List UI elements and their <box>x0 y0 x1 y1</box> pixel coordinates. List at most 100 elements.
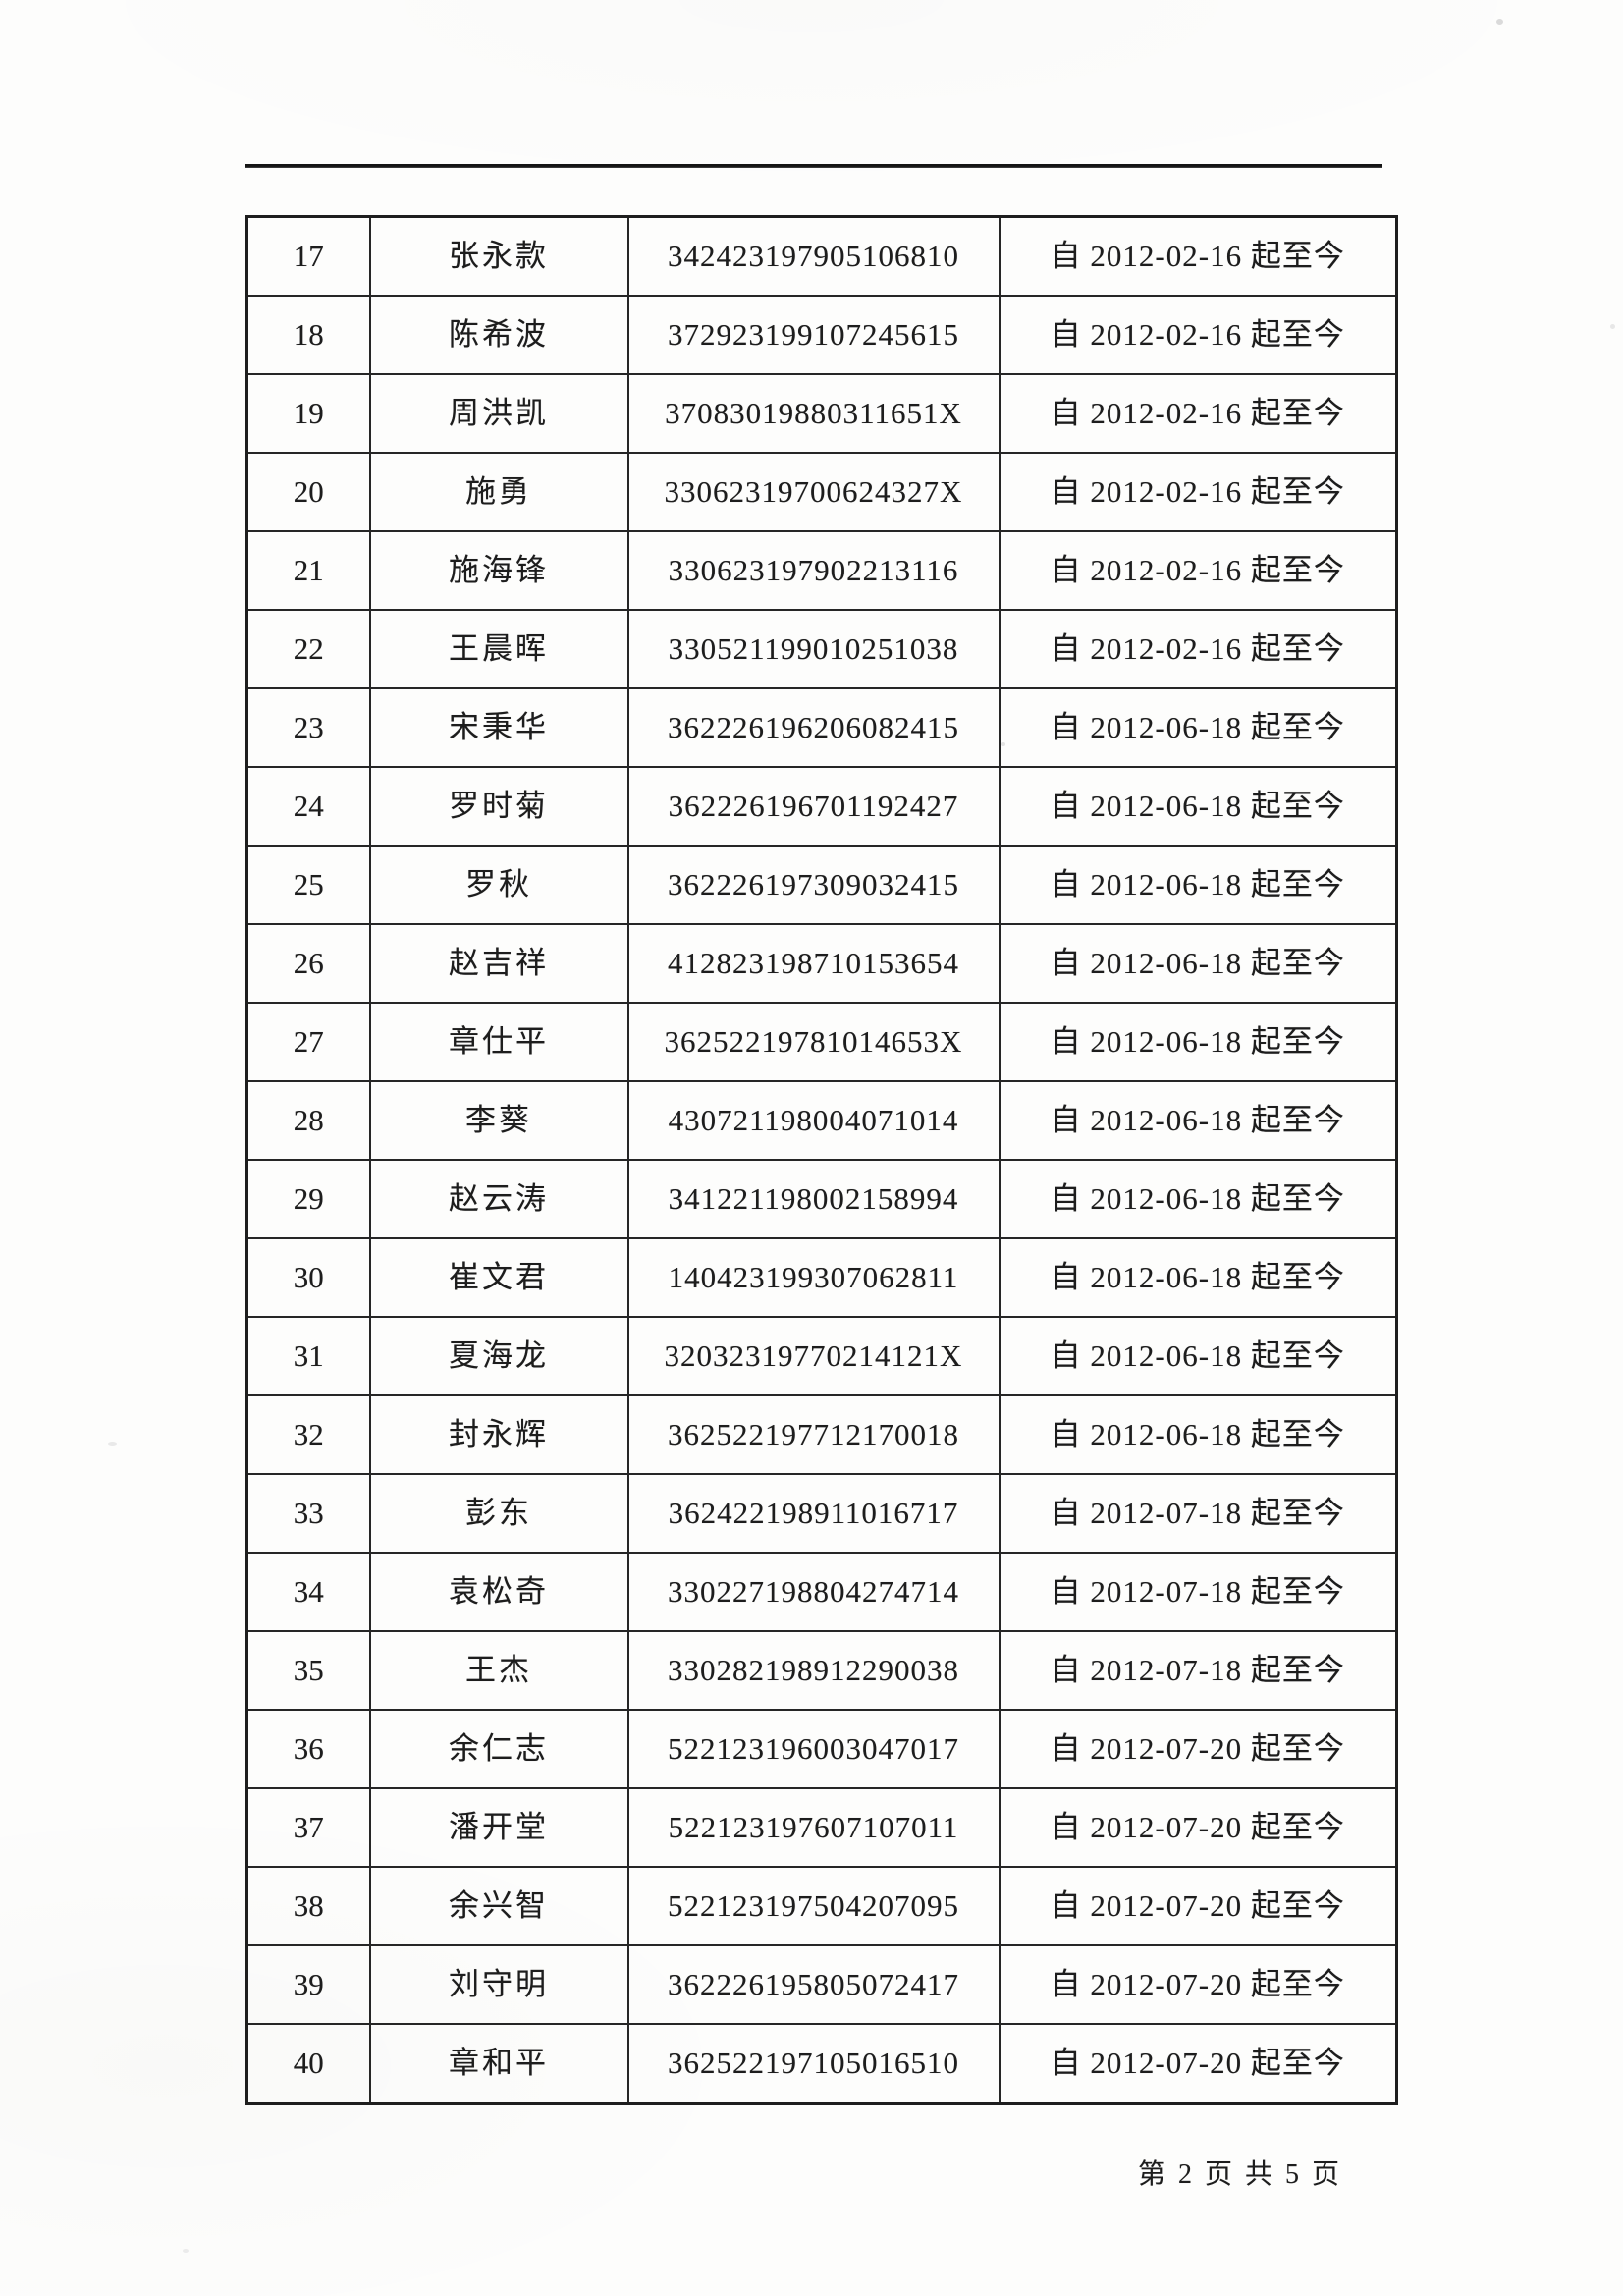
id-number-cell: 362226195805072417 <box>626 1944 1001 2025</box>
validity-period-cell: 自 2012-02-16 起至今 <box>998 530 1398 611</box>
id-number-cell: 522123197504207095 <box>626 1866 1001 1946</box>
person-name-cell: 潘开堂 <box>368 1787 629 1868</box>
person-name-cell: 赵吉祥 <box>368 923 629 1004</box>
table-row: 18 陈希波 372923199107245615 自 2012-02-16 起… <box>245 295 1398 375</box>
table-row: 26 赵吉祥 412823198710153654 自 2012-06-18 起… <box>245 923 1398 1004</box>
id-number-cell: 372923199107245615 <box>626 295 1001 375</box>
row-number-cell: 27 <box>245 1002 371 1082</box>
table-row: 36 余仁志 522123196003047017 自 2012-07-20 起… <box>245 1709 1398 1789</box>
table-row: 35 王杰 330282198912290038 自 2012-07-18 起至… <box>245 1630 1398 1711</box>
table-row: 22 王晨晖 330521199010251038 自 2012-02-16 起… <box>245 609 1398 689</box>
row-number-cell: 32 <box>245 1394 371 1475</box>
page-footer: 第 2 页 共 5 页 <box>1137 2159 1343 2190</box>
row-number-cell: 18 <box>245 295 371 375</box>
id-number-cell: 362226197309032415 <box>626 845 1001 925</box>
id-number-cell: 362422198911016717 <box>626 1473 1001 1554</box>
id-number-cell: 33062319700624327X <box>626 452 1001 532</box>
validity-period-cell: 自 2012-06-18 起至今 <box>998 923 1398 1004</box>
id-number-cell: 37083019880311651X <box>626 373 1001 454</box>
id-number-cell: 430721198004071014 <box>626 1080 1001 1161</box>
row-number-cell: 20 <box>245 452 371 532</box>
id-number-cell: 330227198804274714 <box>626 1552 1001 1632</box>
validity-period-cell: 自 2012-07-20 起至今 <box>998 2023 1398 2105</box>
person-name-cell: 刘守明 <box>368 1944 629 2025</box>
scan-speck <box>108 1442 117 1446</box>
table-row: 37 潘开堂 522123197607107011 自 2012-07-20 起… <box>245 1787 1398 1868</box>
row-number-cell: 24 <box>245 766 371 847</box>
validity-period-cell: 自 2012-07-18 起至今 <box>998 1473 1398 1554</box>
id-number-cell: 362522197712170018 <box>626 1394 1001 1475</box>
id-number-cell: 412823198710153654 <box>626 923 1001 1004</box>
person-name-cell: 袁松奇 <box>368 1552 629 1632</box>
validity-period-cell: 自 2012-06-18 起至今 <box>998 1080 1398 1161</box>
validity-period-cell: 自 2012-07-20 起至今 <box>998 1709 1398 1789</box>
person-name-cell: 陈希波 <box>368 295 629 375</box>
person-name-cell: 封永辉 <box>368 1394 629 1475</box>
person-name-cell: 张永款 <box>368 215 629 297</box>
row-number-cell: 30 <box>245 1237 371 1318</box>
person-name-cell: 王晨晖 <box>368 609 629 689</box>
row-number-cell: 19 <box>245 373 371 454</box>
table-row: 31 夏海龙 32032319770214121X 自 2012-06-18 起… <box>245 1316 1398 1396</box>
table-row: 19 周洪凯 37083019880311651X 自 2012-02-16 起… <box>245 373 1398 454</box>
validity-period-cell: 自 2012-06-18 起至今 <box>998 1316 1398 1396</box>
table-row: 30 崔文君 140423199307062811 自 2012-06-18 起… <box>245 1237 1398 1318</box>
table-row: 27 章仕平 36252219781014653X 自 2012-06-18 起… <box>245 1002 1398 1082</box>
person-name-cell: 崔文君 <box>368 1237 629 1318</box>
validity-period-cell: 自 2012-02-16 起至今 <box>998 452 1398 532</box>
validity-period-cell: 自 2012-06-18 起至今 <box>998 845 1398 925</box>
table-row: 21 施海锋 330623197902213116 自 2012-02-16 起… <box>245 530 1398 611</box>
row-number-cell: 33 <box>245 1473 371 1554</box>
id-number-cell: 36252219781014653X <box>626 1002 1001 1082</box>
person-name-cell: 王杰 <box>368 1630 629 1711</box>
roster-table: 17 张永款 342423197905106810 自 2012-02-16 起… <box>245 215 1398 2105</box>
validity-period-cell: 自 2012-02-16 起至今 <box>998 609 1398 689</box>
table-row: 23 宋秉华 362226196206082415 自 2012-06-18 起… <box>245 687 1398 768</box>
person-name-cell: 章和平 <box>368 2023 629 2105</box>
id-number-cell: 330282198912290038 <box>626 1630 1001 1711</box>
validity-period-cell: 自 2012-02-16 起至今 <box>998 215 1398 297</box>
person-name-cell: 宋秉华 <box>368 687 629 768</box>
person-name-cell: 章仕平 <box>368 1002 629 1082</box>
validity-period-cell: 自 2012-07-20 起至今 <box>998 1944 1398 2025</box>
person-name-cell: 罗时菊 <box>368 766 629 847</box>
id-number-cell: 140423199307062811 <box>626 1237 1001 1318</box>
validity-period-cell: 自 2012-02-16 起至今 <box>998 295 1398 375</box>
id-number-cell: 362226196206082415 <box>626 687 1001 768</box>
table-row: 29 赵云涛 341221198002158994 自 2012-06-18 起… <box>245 1159 1398 1239</box>
table-row: 40 章和平 362522197105016510 自 2012-07-20 起… <box>245 2023 1398 2105</box>
table-row: 24 罗时菊 362226196701192427 自 2012-06-18 起… <box>245 766 1398 847</box>
validity-period-cell: 自 2012-06-18 起至今 <box>998 1002 1398 1082</box>
row-number-cell: 37 <box>245 1787 371 1868</box>
validity-period-cell: 自 2012-07-20 起至今 <box>998 1787 1398 1868</box>
row-number-cell: 29 <box>245 1159 371 1239</box>
id-number-cell: 342423197905106810 <box>626 215 1001 297</box>
id-number-cell: 522123196003047017 <box>626 1709 1001 1789</box>
validity-period-cell: 自 2012-06-18 起至今 <box>998 1237 1398 1318</box>
row-number-cell: 21 <box>245 530 371 611</box>
table-row: 32 封永辉 362522197712170018 自 2012-06-18 起… <box>245 1394 1398 1475</box>
person-name-cell: 余兴智 <box>368 1866 629 1946</box>
validity-period-cell: 自 2012-06-18 起至今 <box>998 1394 1398 1475</box>
id-number-cell: 330521199010251038 <box>626 609 1001 689</box>
row-number-cell: 36 <box>245 1709 371 1789</box>
person-name-cell: 罗秋 <box>368 845 629 925</box>
validity-period-cell: 自 2012-02-16 起至今 <box>998 373 1398 454</box>
validity-period-cell: 自 2012-07-20 起至今 <box>998 1866 1398 1946</box>
table-row: 39 刘守明 362226195805072417 自 2012-07-20 起… <box>245 1944 1398 2025</box>
row-number-cell: 17 <box>245 215 371 297</box>
table-row: 38 余兴智 522123197504207095 自 2012-07-20 起… <box>245 1866 1398 1946</box>
row-number-cell: 26 <box>245 923 371 1004</box>
validity-period-cell: 自 2012-07-18 起至今 <box>998 1552 1398 1632</box>
row-number-cell: 40 <box>245 2023 371 2105</box>
table-row: 28 李葵 430721198004071014 自 2012-06-18 起至… <box>245 1080 1398 1161</box>
table-row: 25 罗秋 362226197309032415 自 2012-06-18 起至… <box>245 845 1398 925</box>
row-number-cell: 25 <box>245 845 371 925</box>
person-name-cell: 周洪凯 <box>368 373 629 454</box>
roster-table-body: 17 张永款 342423197905106810 自 2012-02-16 起… <box>245 215 1398 2105</box>
table-row: 34 袁松奇 330227198804274714 自 2012-07-18 起… <box>245 1552 1398 1632</box>
row-number-cell: 39 <box>245 1944 371 2025</box>
id-number-cell: 330623197902213116 <box>626 530 1001 611</box>
person-name-cell: 施勇 <box>368 452 629 532</box>
